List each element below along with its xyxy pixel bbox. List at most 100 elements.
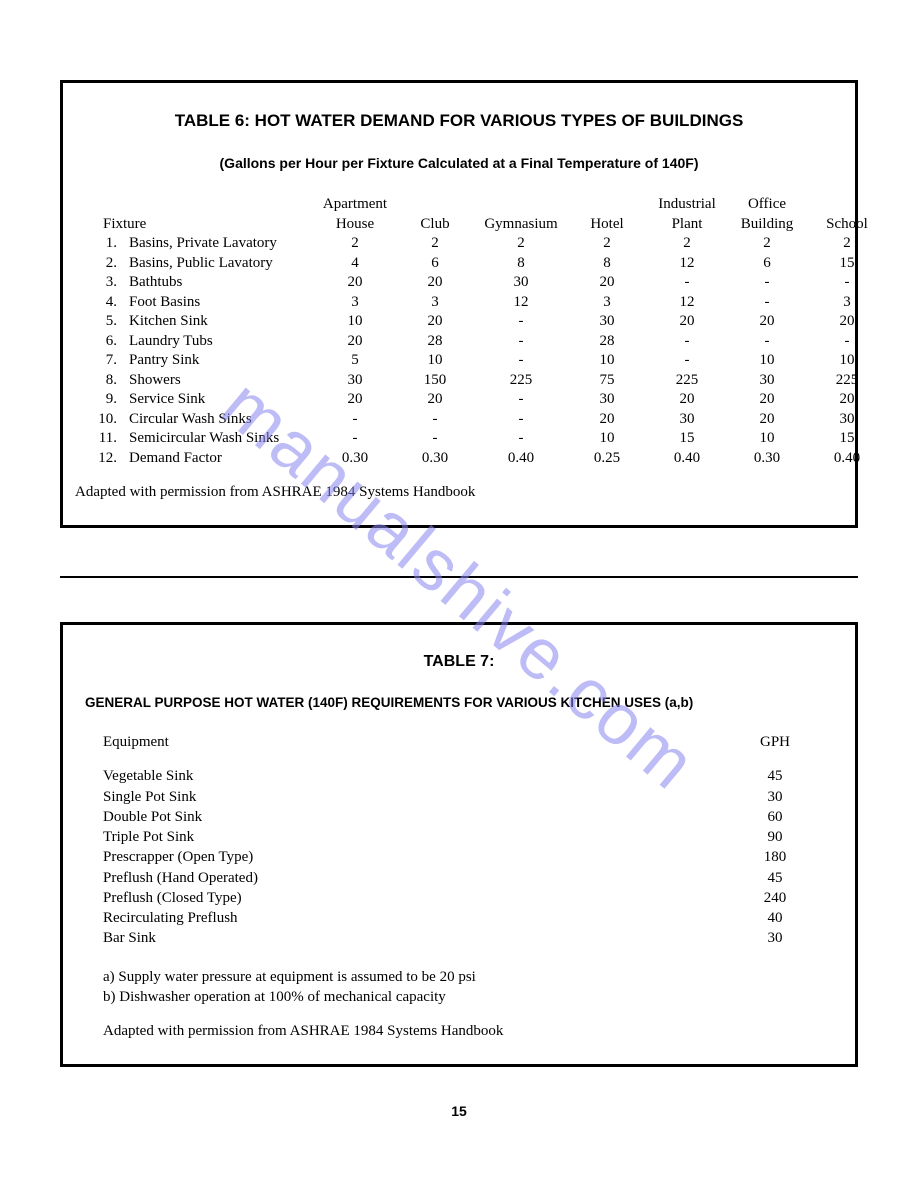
table6-cell: 20 [727,312,807,332]
table6-cell: 6 [395,254,475,274]
table6-cell: 2 [315,234,395,254]
table6-row: 12.Demand Factor0.300.300.400.250.400.30… [85,449,833,469]
table6-cell: 3 [567,293,647,313]
table6-cell: 75 [567,371,647,391]
table6-row-num: 1. [85,234,129,254]
table6-cell: - [475,332,567,352]
table7-notes: a) Supply water pressure at equipment is… [103,967,815,1008]
table6-cell: - [727,273,807,293]
table6-cell: - [647,332,727,352]
table6-cell: 20 [315,390,395,410]
table7-row: Prescrapper (Open Type)180 [103,847,815,867]
table7-col-gph: GPH [735,732,815,752]
table6-cell: 30 [647,410,727,430]
table6-cell: 20 [647,312,727,332]
table6-col-head: Plant [647,215,727,235]
table6-cell: 6 [727,254,807,274]
table6-row-name: Bathtubs [129,273,315,293]
table6-cell: - [807,273,887,293]
table6-cell: 12 [647,293,727,313]
table6-row-name: Laundry Tubs [129,332,315,352]
table7-value: 240 [735,888,815,908]
table6-col-head: Building [727,215,807,235]
table6-header-bottom: Fixture House Club Gymnasium Hotel Plant… [85,215,833,235]
table6-cell: 5 [315,351,395,371]
table6-row-name: Circular Wash Sinks [129,410,315,430]
table7-equipment: Bar Sink [103,928,735,948]
table7-equipment: Double Pot Sink [103,807,735,827]
table6-cell: 20 [807,390,887,410]
table6-row-name: Foot Basins [129,293,315,313]
table6-row-name: Showers [129,371,315,391]
table6-cell: 2 [395,234,475,254]
table6-cell: 20 [315,332,395,352]
table6-cell: 2 [807,234,887,254]
table7-row: Preflush (Closed Type)240 [103,888,815,908]
table6-row-name: Semicircular Wash Sinks [129,429,315,449]
table6-cell: 30 [727,371,807,391]
table6-cell: 30 [475,273,567,293]
table6-cell: 2 [475,234,567,254]
table6-cell: 20 [567,410,647,430]
table6-row: 9.Service Sink2020-30202020 [85,390,833,410]
table6-col-head: School [807,215,887,235]
table6-row-num: 12. [85,449,129,469]
table6-cell: 3 [315,293,395,313]
table6-cell: 10 [807,351,887,371]
table6-cell: 20 [727,410,807,430]
table6-cell: 10 [395,351,475,371]
table6-row-num: 7. [85,351,129,371]
table7-row: Single Pot Sink30 [103,787,815,807]
table6-row: 1.Basins, Private Lavatory2222222 [85,234,833,254]
table6-row: 3.Bathtubs20203020--- [85,273,833,293]
table7-row: Preflush (Hand Operated)45 [103,868,815,888]
table6-cell: 0.30 [727,449,807,469]
table7-source: Adapted with permission from ASHRAE 1984… [103,1023,815,1040]
table6-row: 10.Circular Wash Sinks---20302030 [85,410,833,430]
table7-equipment: Recirculating Preflush [103,908,735,928]
table6-row: 6.Laundry Tubs2028-28--- [85,332,833,352]
table6-cell: 0.40 [475,449,567,469]
table7-equipment: Preflush (Hand Operated) [103,868,735,888]
table6-cell: 28 [395,332,475,352]
table6-cell: 15 [647,429,727,449]
table6-row-num: 9. [85,390,129,410]
table6-cell: 20 [567,273,647,293]
table6-row-name: Service Sink [129,390,315,410]
table6-row-num: 5. [85,312,129,332]
table6-col-head: Gymnasium [475,215,567,235]
table6-row-name: Basins, Private Lavatory [129,234,315,254]
page-number: 15 [60,1103,858,1119]
table7-note-b: b) Dishwasher operation at 100% of mecha… [103,987,815,1007]
table6-cell: 20 [395,273,475,293]
table6-cell: 0.40 [647,449,727,469]
table7-equipment: Prescrapper (Open Type) [103,847,735,867]
table6-row-name: Basins, Public Lavatory [129,254,315,274]
table6-row: 4.Foot Basins3312312-3 [85,293,833,313]
table6-col-head: Club [395,215,475,235]
table6-cell: 8 [567,254,647,274]
table6-cell: 10 [727,351,807,371]
table6-cell: 15 [807,429,887,449]
table7-equipment: Triple Pot Sink [103,827,735,847]
table6-row-name: Kitchen Sink [129,312,315,332]
table6-row-name: Demand Factor [129,449,315,469]
table7-equipment: Vegetable Sink [103,766,735,786]
table6-cell: - [727,293,807,313]
table6-cell: 20 [395,390,475,410]
table6-cell: 10 [727,429,807,449]
table6-cell: 15 [807,254,887,274]
table6-cell: - [315,410,395,430]
table6-col-head: House [315,215,395,235]
table7-value: 60 [735,807,815,827]
table6-cell: - [475,390,567,410]
table6-row: 11.Semicircular Wash Sinks---10151015 [85,429,833,449]
table6-cell: 8 [475,254,567,274]
table6-row: 2.Basins, Public Lavatory468812615 [85,254,833,274]
table6-row-num: 4. [85,293,129,313]
table7-panel: TABLE 7: GENERAL PURPOSE HOT WATER (140F… [60,622,858,1067]
table6-panel: TABLE 6: HOT WATER DEMAND FOR VARIOUS TY… [60,80,858,528]
table6-cell: 30 [315,371,395,391]
table7-equipment: Single Pot Sink [103,787,735,807]
table7-value: 180 [735,847,815,867]
